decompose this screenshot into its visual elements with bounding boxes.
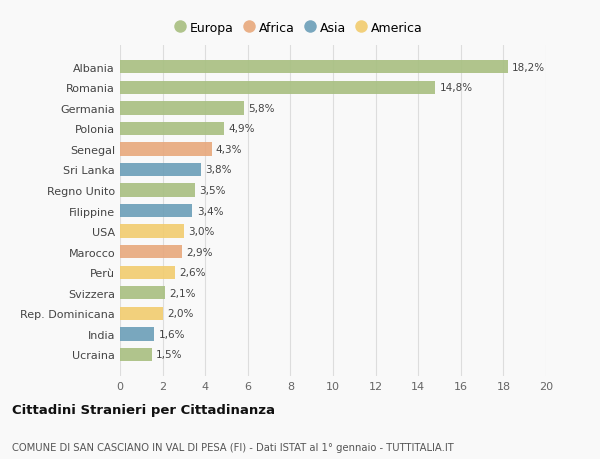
- Text: 2,1%: 2,1%: [169, 288, 196, 298]
- Text: 4,9%: 4,9%: [229, 124, 255, 134]
- Text: 14,8%: 14,8%: [439, 83, 473, 93]
- Text: 2,6%: 2,6%: [179, 268, 206, 278]
- Bar: [120, 225, 184, 238]
- Text: 1,5%: 1,5%: [156, 350, 183, 360]
- Bar: [120, 286, 165, 300]
- Text: 2,9%: 2,9%: [186, 247, 212, 257]
- Bar: [120, 143, 212, 156]
- Text: 3,4%: 3,4%: [197, 206, 223, 216]
- Bar: [120, 184, 194, 197]
- Bar: [120, 163, 201, 177]
- Text: 5,8%: 5,8%: [248, 104, 274, 113]
- Text: 3,5%: 3,5%: [199, 185, 226, 196]
- Text: COMUNE DI SAN CASCIANO IN VAL DI PESA (FI) - Dati ISTAT al 1° gennaio - TUTTITAL: COMUNE DI SAN CASCIANO IN VAL DI PESA (F…: [12, 442, 454, 452]
- Legend: Europa, Africa, Asia, America: Europa, Africa, Asia, America: [173, 19, 425, 37]
- Bar: [120, 348, 152, 361]
- Text: 4,3%: 4,3%: [216, 145, 242, 155]
- Bar: [120, 246, 182, 259]
- Text: 1,6%: 1,6%: [158, 329, 185, 339]
- Bar: [120, 328, 154, 341]
- Bar: [120, 204, 193, 218]
- Bar: [120, 123, 224, 136]
- Bar: [120, 102, 244, 115]
- Text: 3,0%: 3,0%: [188, 227, 215, 237]
- Bar: [120, 266, 175, 280]
- Text: 18,2%: 18,2%: [512, 62, 545, 73]
- Bar: [120, 61, 508, 74]
- Bar: [120, 307, 163, 320]
- Bar: [120, 81, 435, 95]
- Text: Cittadini Stranieri per Cittadinanza: Cittadini Stranieri per Cittadinanza: [12, 403, 275, 416]
- Text: 2,0%: 2,0%: [167, 309, 193, 319]
- Text: 3,8%: 3,8%: [205, 165, 232, 175]
